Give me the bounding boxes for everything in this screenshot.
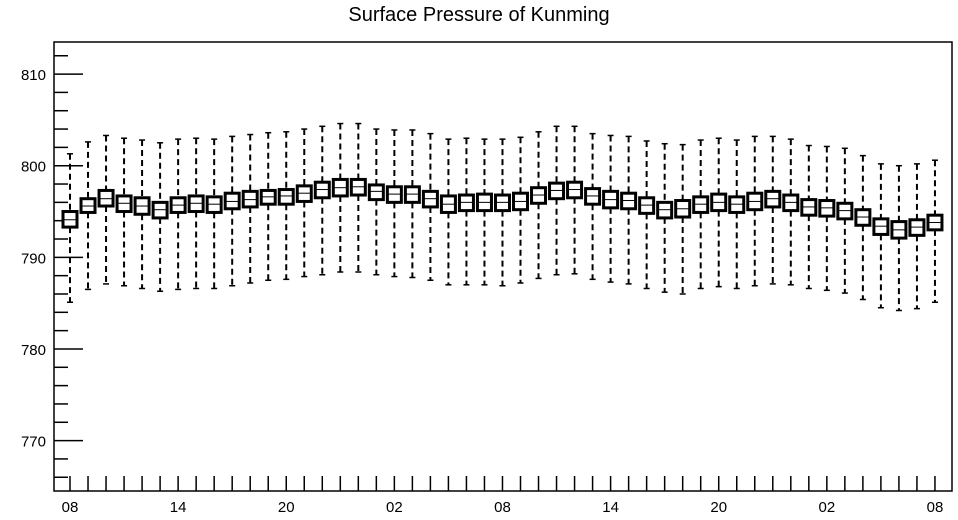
box-22: [457, 137, 475, 286]
box-40: [782, 138, 800, 286]
box-4: [133, 139, 151, 290]
box-8: [205, 138, 223, 290]
box-48: [926, 159, 944, 303]
x-tick-label: 14: [170, 499, 187, 516]
y-tick-label: 780: [21, 342, 46, 359]
y-tick-label: 800: [21, 159, 46, 176]
box-3: [115, 137, 133, 287]
box-27: [548, 125, 566, 276]
x-tick-label: 02: [818, 499, 835, 516]
boxes-layer: [61, 122, 944, 312]
box-7: [187, 137, 205, 290]
box-17: [367, 128, 385, 276]
iqr-box: [277, 188, 295, 206]
box-11: [259, 131, 277, 281]
box-29: [584, 132, 602, 281]
axes-layer: 770 780 790 800 810 08 14 20 02 08 14 20 02 08: [21, 54, 944, 516]
box-5: [151, 142, 169, 292]
x-tick-label: 02: [386, 499, 403, 516]
box-34: [674, 143, 692, 295]
x-tick-label: 08: [494, 499, 511, 516]
box-44: [854, 154, 872, 301]
box-33: [656, 142, 674, 293]
box-15: [331, 122, 349, 273]
box-32: [638, 140, 656, 290]
box-24: [493, 138, 511, 287]
box-43: [836, 147, 854, 294]
box-38: [746, 135, 764, 287]
x-tick-label: 08: [62, 499, 79, 516]
box-19: [403, 129, 421, 279]
box-13: [295, 128, 313, 278]
x-tick-label: 14: [602, 499, 619, 516]
y-tick-label: 770: [21, 434, 46, 451]
box-23: [475, 138, 493, 286]
box-35: [692, 139, 710, 290]
box-10: [241, 133, 259, 284]
iqr-box: [367, 183, 385, 202]
y-tick-label: 790: [21, 250, 46, 267]
box-42: [818, 145, 836, 292]
box-31: [620, 135, 638, 285]
box-21: [439, 138, 457, 286]
box-18: [385, 129, 403, 278]
box-39: [764, 135, 782, 285]
box-45: [872, 163, 890, 309]
box-36: [710, 137, 728, 288]
box-2: [97, 134, 115, 285]
box-0: [61, 153, 79, 303]
chart-title: Surface Pressure of Kunming: [348, 4, 610, 26]
box-41: [800, 144, 818, 290]
x-tick-label: 20: [278, 499, 295, 516]
box-1: [79, 141, 97, 291]
box-28: [566, 125, 584, 275]
x-tick-label: 20: [710, 499, 727, 516]
box-46: [890, 164, 908, 312]
box-16: [349, 122, 367, 273]
box-14: [313, 125, 331, 276]
x-tick-label: 08: [927, 499, 944, 516]
box-12: [277, 131, 295, 281]
box-20: [421, 132, 439, 281]
box-47: [908, 163, 926, 310]
box-26: [530, 131, 548, 280]
box-37: [728, 139, 746, 290]
y-tick-label: 810: [21, 67, 46, 84]
box-25: [512, 136, 529, 284]
box-30: [602, 134, 620, 283]
box-6: [169, 138, 187, 291]
box-9: [223, 135, 241, 287]
